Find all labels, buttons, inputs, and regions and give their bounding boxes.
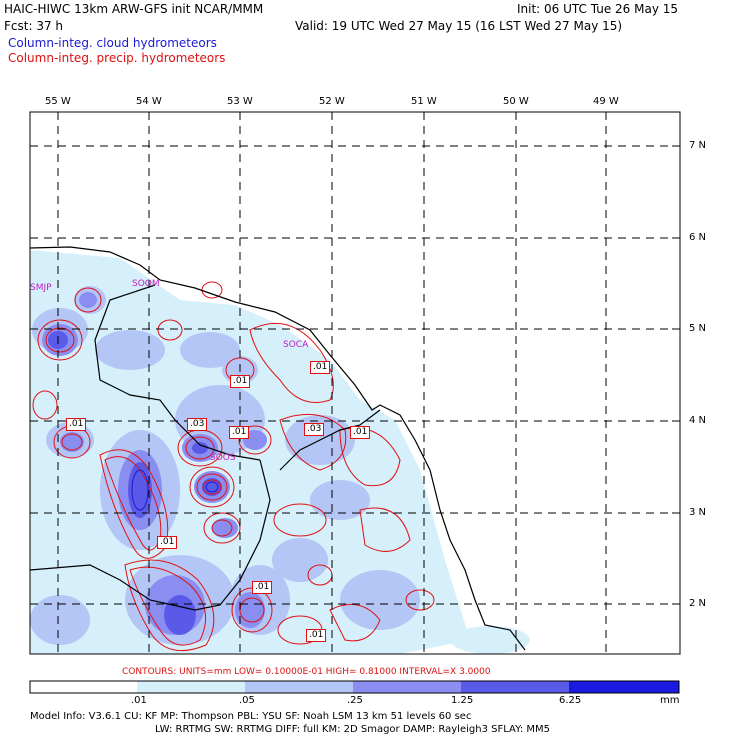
contour-label: .01 xyxy=(306,629,327,642)
contour-label: .01 xyxy=(157,536,178,549)
contour-label: .01 xyxy=(230,375,251,388)
lat-label: 7 N xyxy=(689,140,707,151)
forecast-hour: Fcst: 37 h xyxy=(4,19,64,33)
model-physics: LW: RRTMG SW: RRTMG DIFF: full KM: 2D Sm… xyxy=(155,724,551,735)
colorbar-tick: .05 xyxy=(239,695,255,706)
contour-label: .03 xyxy=(187,418,208,431)
contour-label: .03 xyxy=(304,423,325,436)
station-label: SMJP xyxy=(30,283,52,293)
legend-cloud-hydrometeors: Column-integ. cloud hydrometeors xyxy=(8,36,217,50)
station-label: SOOS xyxy=(210,453,236,463)
contour-label: .01 xyxy=(350,426,371,439)
contour-label: .01 xyxy=(66,418,87,431)
model-info: Model Info: V3.6.1 CU: KF MP: Thompson P… xyxy=(30,711,472,722)
hydrometeor-field xyxy=(30,112,680,654)
colorbar-tick: 6.25 xyxy=(559,695,582,706)
contour-label: .01 xyxy=(252,581,273,594)
colorbar-tick: .01 xyxy=(131,695,147,706)
contour-label: .01 xyxy=(310,361,331,374)
lon-label: 50 W xyxy=(503,96,529,107)
lat-label: 5 N xyxy=(689,323,707,334)
lon-label: 51 W xyxy=(411,96,437,107)
cloud-contours xyxy=(131,469,219,511)
lat-ticks xyxy=(672,145,680,605)
contours-info: CONTOURS: UNITS=mm LOW= 0.10000E-01 HIGH… xyxy=(122,667,491,677)
lon-label: 55 W xyxy=(45,96,71,107)
lon-label: 52 W xyxy=(319,96,345,107)
station-label: SOOM xyxy=(132,279,160,289)
lat-label: 3 N xyxy=(689,507,707,518)
lat-label: 6 N xyxy=(689,232,707,243)
init-time: Init: 06 UTC Tue 26 May 15 xyxy=(517,2,679,16)
coastline xyxy=(30,246,526,651)
lon-label: 49 W xyxy=(593,96,619,107)
lon-label: 53 W xyxy=(227,96,253,107)
map-frame xyxy=(29,111,681,655)
lat-label: 4 N xyxy=(689,415,707,426)
colorbar-tick: .25 xyxy=(347,695,363,706)
legend-precip-hydrometeors: Column-integ. precip. hydrometeors xyxy=(8,51,226,65)
station-label: SOCA xyxy=(283,340,309,350)
lat-label: 2 N xyxy=(689,598,707,609)
plot-title: HAIC-HIWC 13km ARW-GFS init NCAR/MMM xyxy=(4,2,264,16)
contour-label: .01 xyxy=(229,426,250,439)
colorbar-units: mm xyxy=(660,695,680,706)
colorbar-tick: 1.25 xyxy=(451,695,474,706)
valid-time: Valid: 19 UTC Wed 27 May 15 (16 LST Wed … xyxy=(295,19,623,33)
lon-label: 54 W xyxy=(136,96,162,107)
